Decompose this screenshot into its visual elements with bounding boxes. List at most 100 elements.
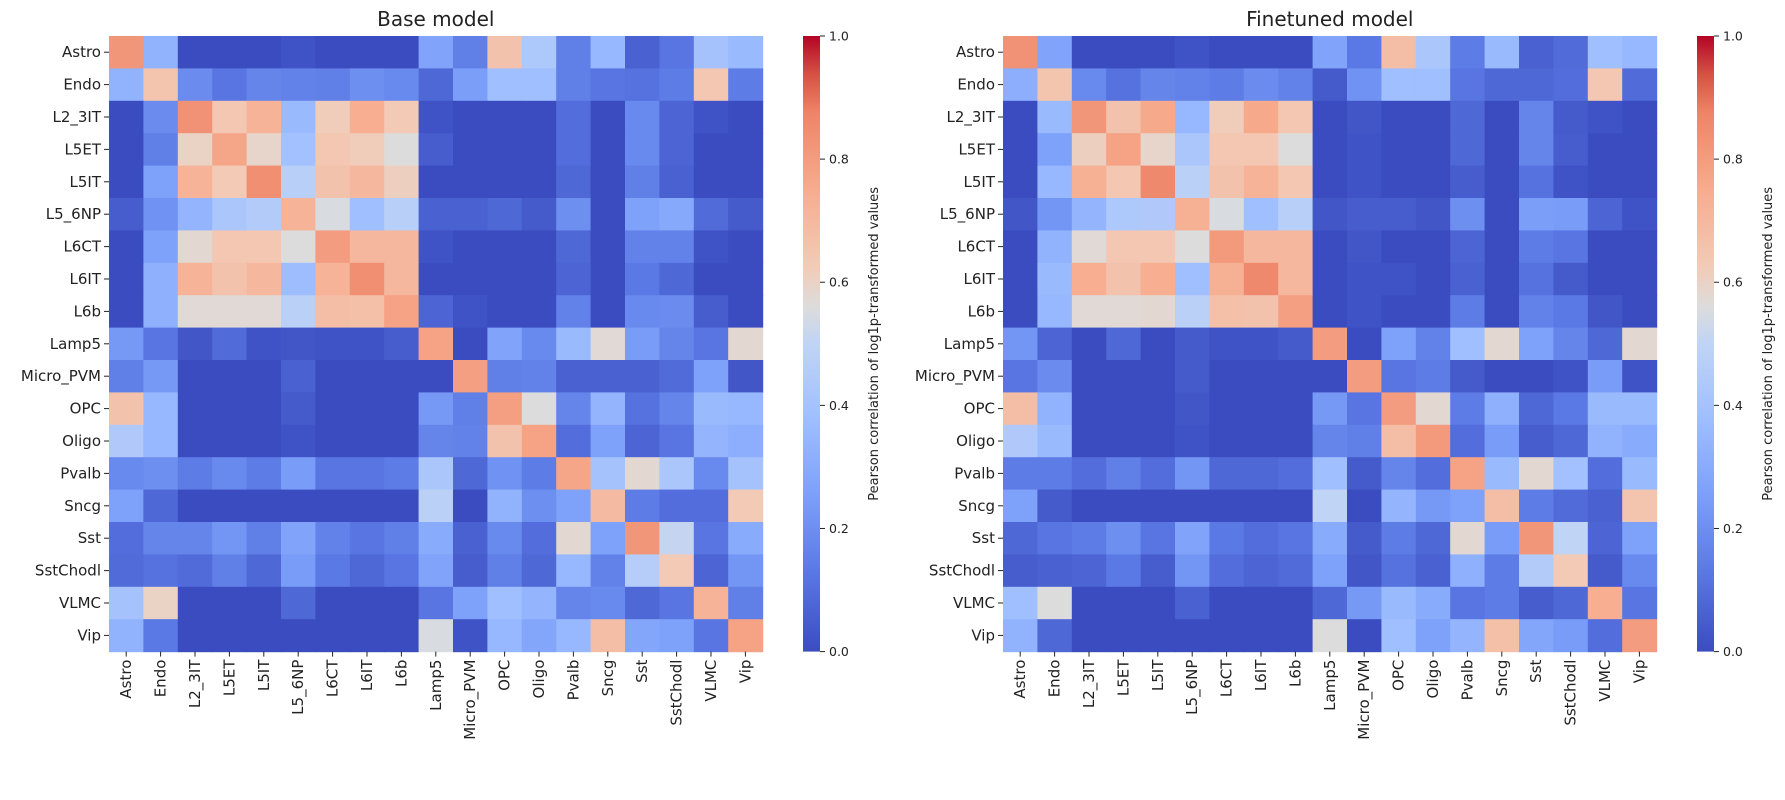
heatmap-cell	[384, 295, 420, 329]
heatmap-cell	[1071, 295, 1107, 329]
heatmap-cell	[281, 619, 316, 653]
heatmap-cell	[625, 133, 660, 167]
heatmap-cell	[1622, 619, 1658, 653]
heatmap-cell	[1484, 619, 1520, 653]
heatmap-cell	[384, 360, 420, 393]
heatmap-cell	[315, 457, 351, 491]
heatmap-cell	[246, 133, 282, 167]
y-tick-label: L5_6NP	[46, 205, 101, 224]
x-tick-label: Vip	[736, 660, 754, 684]
heatmap-cell	[1519, 295, 1554, 329]
heatmap-cell	[1450, 619, 1486, 653]
heatmap-cell	[1175, 133, 1210, 167]
colorbar-tick-label: 0.6	[829, 275, 849, 290]
heatmap-cell	[1381, 457, 1417, 491]
heatmap-cell	[487, 36, 523, 69]
heatmap-cell	[1519, 165, 1554, 199]
heatmap-cell	[590, 262, 626, 296]
heatmap-cell	[177, 36, 213, 69]
heatmap-cell	[487, 392, 523, 426]
heatmap-cell	[246, 424, 282, 458]
heatmap-cell	[1450, 327, 1486, 361]
heatmap-cell	[109, 457, 144, 491]
heatmap-cell	[1071, 165, 1107, 199]
heatmap-cell	[1519, 133, 1554, 167]
y-tick-label: Oligo	[956, 432, 995, 450]
heatmap-cell	[1381, 68, 1417, 102]
heatmap-cell	[1312, 489, 1348, 523]
heatmap-cell	[418, 522, 454, 555]
heatmap-cell	[1450, 424, 1486, 458]
heatmap-cell	[1071, 457, 1107, 491]
heatmap-cell	[453, 230, 488, 264]
heatmap-cell	[418, 262, 454, 296]
heatmap-cell	[1003, 457, 1038, 491]
heatmap-cell	[1553, 230, 1589, 264]
heatmap-cell	[728, 327, 764, 361]
heatmap-cell	[1381, 230, 1417, 264]
heatmap-cell	[1484, 586, 1520, 620]
heatmap-cell	[1175, 36, 1210, 69]
heatmap-cell	[143, 619, 179, 653]
heatmap-cell	[281, 295, 316, 329]
heatmap-cell	[212, 392, 248, 426]
x-tick-label: Endo	[152, 660, 170, 698]
heatmap-cell	[1587, 230, 1623, 264]
heatmap-cell	[1003, 392, 1038, 426]
y-tick-label: L2_3IT	[52, 108, 101, 127]
heatmap-cell	[384, 619, 420, 653]
heatmap-panel-base: Base model Astro Endo L2_3IT L5ET L5IT L5_6NP L…	[21, 7, 882, 740]
heatmap-cell	[281, 230, 316, 264]
heatmap-cell	[1209, 198, 1245, 231]
heatmap-cell	[246, 36, 282, 69]
heatmap-cell	[1587, 457, 1623, 491]
heatmap-cell	[1519, 489, 1554, 523]
heatmap-cell	[487, 230, 523, 264]
heatmap-cell	[315, 165, 351, 199]
heatmap-cell	[1381, 36, 1417, 69]
heatmap-cell	[487, 424, 523, 458]
heatmap-cell	[1209, 262, 1245, 296]
heatmap-cell	[1587, 522, 1623, 555]
heatmap-cell	[556, 100, 592, 134]
heatmap-cell	[1450, 586, 1486, 620]
heatmap-cell	[728, 165, 764, 199]
heatmap-cell	[143, 522, 179, 555]
heatmap-cell	[1278, 619, 1314, 653]
heatmap-cell	[1312, 68, 1348, 102]
heatmap-cell	[1003, 198, 1038, 231]
heatmap-cell	[1071, 230, 1107, 264]
y-tick-label: Sncg	[64, 497, 101, 515]
x-tick-label: OPC	[496, 660, 514, 691]
heatmap-cell	[1037, 619, 1073, 653]
heatmap-cell	[1553, 198, 1589, 231]
y-tick-label: OPC	[964, 400, 995, 418]
heatmap-cell	[281, 360, 316, 393]
heatmap-cell	[1553, 392, 1589, 426]
heatmap-cell	[1140, 424, 1176, 458]
heatmap-cell	[1622, 295, 1658, 329]
heatmap-cell	[177, 619, 213, 653]
heatmap-cell	[659, 100, 695, 134]
heatmap-cell	[1381, 165, 1417, 199]
heatmap-cell	[728, 392, 764, 426]
heatmap-cell	[246, 100, 282, 134]
heatmap-cell	[1622, 457, 1658, 491]
heatmap-cell	[453, 100, 488, 134]
heatmap-cell	[1243, 295, 1279, 329]
heatmap-cell	[177, 100, 213, 134]
heatmap-cell	[349, 198, 385, 231]
heatmap-cell	[1278, 489, 1314, 523]
heatmap-cell	[453, 133, 488, 167]
heatmap-cell	[1553, 619, 1589, 653]
heatmap-cell	[1347, 619, 1382, 653]
colorbar-tick-label: 1.0	[829, 29, 849, 44]
x-axis: Astro Endo L2_3IT L5ET L5IT L5_6NP L6CT L6IT L6b…	[117, 651, 754, 740]
y-tick-label: L5ET	[64, 140, 101, 158]
y-tick-label: Astro	[956, 43, 995, 61]
heatmap-cell	[487, 165, 523, 199]
heatmap-cell	[1519, 230, 1554, 264]
heatmap-cell	[349, 360, 385, 393]
heatmap-cell	[212, 360, 248, 393]
heatmap-cell	[487, 68, 523, 102]
